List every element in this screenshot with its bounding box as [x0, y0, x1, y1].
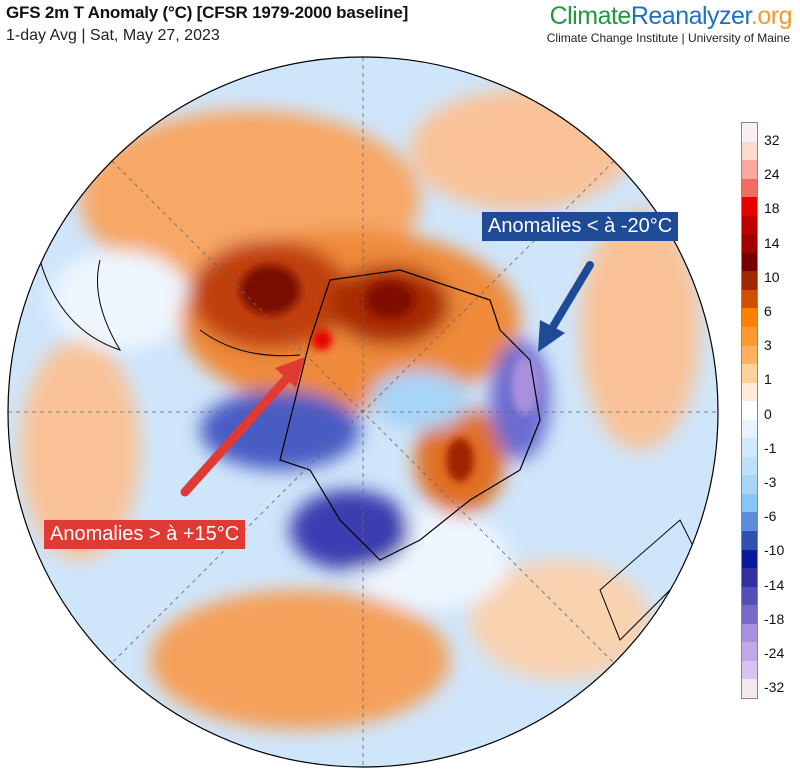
anomaly-field: [8, 57, 718, 767]
colorbar: [741, 122, 758, 699]
colorbar-swatch: [742, 512, 757, 532]
cold-arrow: [538, 261, 594, 352]
colorbar-tick-label: -6: [764, 508, 777, 525]
colorbar-swatch: [742, 252, 757, 272]
graticule: [8, 57, 718, 767]
brand-org: .org: [750, 2, 793, 30]
colorbar-swatch: [742, 364, 757, 383]
colorbar-tick-label: -3: [764, 474, 777, 490]
colorbar-tick-label: 3: [764, 337, 772, 354]
colorbar-swatch: [742, 327, 757, 346]
cold-anomaly-label: Anomalies < à -20°C: [482, 212, 679, 241]
colorbar-swatch: [742, 568, 757, 587]
colorbar-tick-label: -1: [764, 439, 777, 456]
colorbar-tick-label: -18: [764, 610, 785, 627]
colorbar-swatch: [742, 586, 757, 606]
colorbar-swatch: [742, 215, 757, 235]
colorbar-swatch: [742, 308, 757, 328]
colorbar-tick-label: 6: [764, 303, 772, 319]
colorbar-swatch: [742, 160, 757, 179]
colorbar-swatch: [742, 549, 757, 569]
colorbar-swatch: [742, 419, 757, 439]
colorbar-tick-label: 32: [764, 132, 780, 148]
brand-reanalyzer: Reanalyzer: [630, 2, 752, 30]
colorbar-swatch: [742, 679, 757, 698]
colorbar-swatch: [742, 382, 757, 402]
colorbar-swatch: [742, 605, 757, 624]
colorbar-swatch: [742, 623, 757, 643]
colorbar-tick-label: 0: [764, 405, 772, 422]
colorbar-swatch: [742, 456, 757, 476]
map-title: GFS 2m T Anomaly (°C) [CFSR 1979-2000 ba…: [6, 3, 409, 22]
colorbar-swatch: [742, 642, 757, 661]
map-boundary: [7, 56, 719, 768]
brand-climate: Climate: [549, 2, 632, 30]
colorbar-swatch: [742, 345, 757, 365]
colorbar-tick-label: -32: [764, 679, 785, 696]
colorbar-tick-label: 14: [764, 234, 780, 251]
colorbar-swatch: [742, 197, 757, 216]
colorbar-swatch: [742, 289, 757, 309]
institute-text: Climate Change Institute | University of…: [546, 31, 790, 45]
colorbar-swatch: [742, 271, 757, 290]
colorbar-swatch: [742, 123, 757, 142]
colorbar-tick-label: -24: [764, 645, 785, 661]
peninsula-coastline: [199, 329, 301, 357]
colorbar-swatch: [742, 660, 757, 680]
south-america-coastline: [39, 259, 122, 351]
colorbar-swatch: [742, 531, 757, 550]
antarctica-coastline: [279, 269, 541, 561]
colorbar-tick-label: 18: [764, 200, 780, 217]
colorbar-tick-label: 1: [764, 371, 772, 388]
colorbar-tick-label: -10: [764, 542, 785, 559]
colorbar-swatch: [742, 178, 757, 198]
warm-arrow: [180, 357, 305, 497]
colorbar-swatch: [742, 141, 757, 161]
colorbar-tick-label: 24: [764, 166, 780, 183]
map-subtitle: 1-day Avg | Sat, May 27, 2023: [6, 27, 220, 44]
colorbar-swatch: [742, 475, 757, 494]
colorbar-swatch: [742, 493, 757, 513]
warm-anomaly-label: Anomalies > à +15°C: [44, 520, 246, 549]
colorbar-tick-label: 10: [764, 268, 780, 285]
brand-logo[interactable]: ClimateReanalyzer.org: [549, 2, 793, 31]
colorbar-swatch: [742, 438, 757, 457]
colorbar-swatch: [742, 234, 757, 253]
colorbar-tick-label: -14: [764, 576, 785, 593]
colorbar-swatch: [742, 401, 757, 420]
